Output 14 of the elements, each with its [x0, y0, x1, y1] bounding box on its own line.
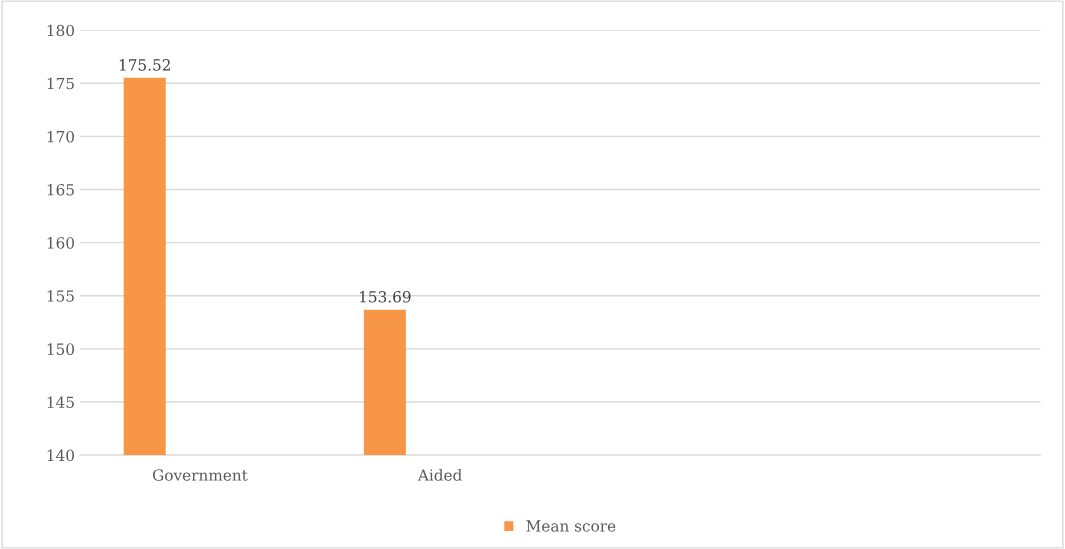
y-tick-label: 175 [47, 77, 74, 90]
y-tick-label: 145 [47, 396, 74, 409]
x-tick-label: Aided [417, 469, 462, 481]
y-tick-label: 160 [47, 237, 74, 249]
y-tick-label: 140 [47, 449, 74, 462]
data-label: 175.52 [119, 59, 170, 71]
legend-label: Mean score [526, 520, 616, 532]
y-tick-label: 165 [47, 184, 74, 196]
y-tick-label: 170 [47, 130, 74, 143]
y-tick-label: 150 [47, 343, 74, 355]
y-tick-label: 155 [47, 290, 74, 302]
data-label: 153.69 [360, 291, 411, 303]
x-tick-label: Government [152, 469, 248, 481]
y-tick-label: 180 [47, 24, 74, 37]
